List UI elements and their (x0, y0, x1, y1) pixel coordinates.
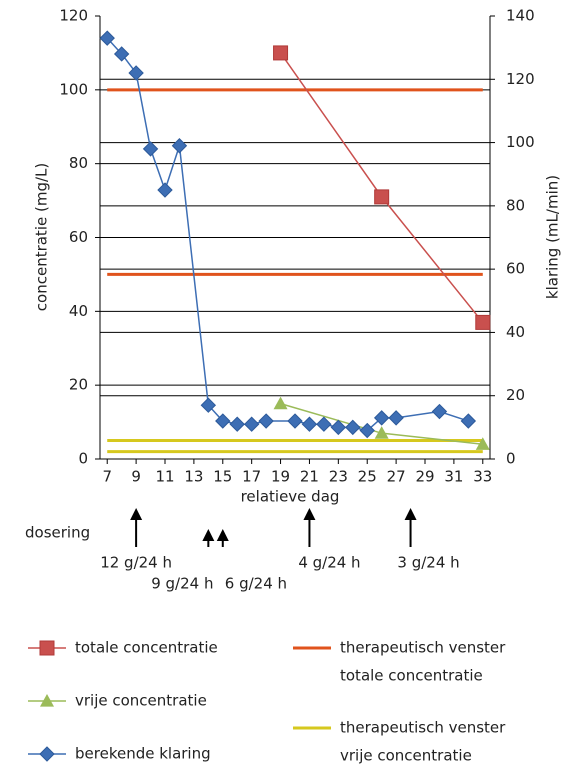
marker (374, 189, 390, 205)
y-tick-label: 80 (69, 154, 88, 172)
marker (475, 437, 490, 450)
y2-axis-label: klaring (mL/min) (544, 175, 562, 299)
series-line (106, 37, 469, 432)
y2-tick-label: 0 (506, 450, 516, 468)
marker (99, 30, 115, 46)
marker (229, 416, 245, 432)
marker (128, 65, 144, 81)
x-axis-label: relatieve dag (241, 488, 340, 506)
marker (287, 413, 303, 429)
dose-arrowhead (404, 508, 417, 520)
marker (316, 416, 332, 432)
y2-tick-label: 40 (506, 323, 525, 341)
dose-arrowhead (202, 529, 215, 541)
marker (460, 413, 477, 429)
x-tick-label: 11 (155, 468, 174, 486)
x-tick-label: 17 (242, 468, 261, 486)
marker (345, 419, 361, 436)
marker (388, 410, 404, 426)
marker (258, 413, 274, 429)
x-tick-label: 27 (387, 468, 406, 486)
y-tick-label: 60 (69, 228, 88, 246)
y-axis-label: concentratie (mg/L) (33, 163, 51, 311)
marker (39, 640, 55, 656)
x-tick-label: 23 (329, 468, 348, 486)
dose-arrowhead (216, 529, 229, 541)
marker (39, 746, 55, 762)
marker (142, 141, 159, 157)
x-tick-label: 13 (184, 468, 203, 486)
legend-label: totale concentratie (340, 667, 483, 685)
x-tick-label: 33 (473, 468, 492, 486)
marker (273, 45, 289, 61)
y2-tick-label: 60 (506, 260, 525, 278)
x-tick-label: 21 (300, 468, 319, 486)
dose-label: 4 g/24 h (298, 554, 360, 572)
marker (301, 416, 318, 432)
dose-arrowhead (130, 508, 143, 520)
y2-tick-label: 20 (506, 386, 525, 404)
legend-label: vrije concentratie (75, 692, 207, 710)
y2-tick-label: 120 (506, 70, 535, 88)
dose-label: 3 g/24 h (397, 554, 459, 572)
marker (373, 410, 390, 426)
dose-label: 12 g/24 h (100, 554, 172, 572)
legend-label: berekende klaring (75, 745, 211, 763)
marker (157, 182, 173, 198)
x-tick-label: 31 (444, 468, 463, 486)
legend-label: therapeutisch venster (340, 719, 506, 737)
marker (273, 396, 288, 410)
series-line (279, 52, 484, 323)
legend-label: vrije concentratie (340, 747, 472, 765)
y2-tick-label: 100 (506, 133, 535, 151)
y-tick-label: 0 (78, 450, 88, 468)
dose-arrowhead (303, 508, 316, 520)
y-tick-label: 20 (69, 376, 88, 394)
marker (40, 694, 54, 707)
dose-label: 6 g/24 h (225, 575, 287, 593)
x-tick-label: 7 (102, 468, 112, 486)
x-tick-label: 19 (271, 468, 290, 486)
marker (215, 413, 231, 429)
marker (431, 403, 448, 420)
marker (330, 419, 347, 436)
marker (475, 314, 491, 330)
marker (374, 426, 389, 439)
marker (359, 422, 375, 439)
x-tick-label: 9 (131, 468, 141, 486)
y2-tick-label: 140 (506, 7, 535, 25)
y-tick-label: 40 (69, 302, 88, 320)
marker (113, 46, 130, 62)
x-tick-label: 29 (415, 468, 434, 486)
y-tick-label: 120 (59, 7, 88, 25)
marker (243, 416, 260, 432)
y-tick-label: 100 (59, 80, 88, 98)
x-tick-label: 15 (213, 468, 232, 486)
dosing-label: dosering (25, 524, 90, 542)
legend-label: therapeutisch venster (340, 639, 506, 657)
y2-tick-label: 80 (506, 196, 525, 214)
marker (171, 138, 188, 154)
legend-label: totale concentratie (75, 639, 218, 657)
x-tick-label: 25 (358, 468, 377, 486)
marker (200, 397, 217, 413)
dose-label: 9 g/24 h (151, 575, 213, 593)
